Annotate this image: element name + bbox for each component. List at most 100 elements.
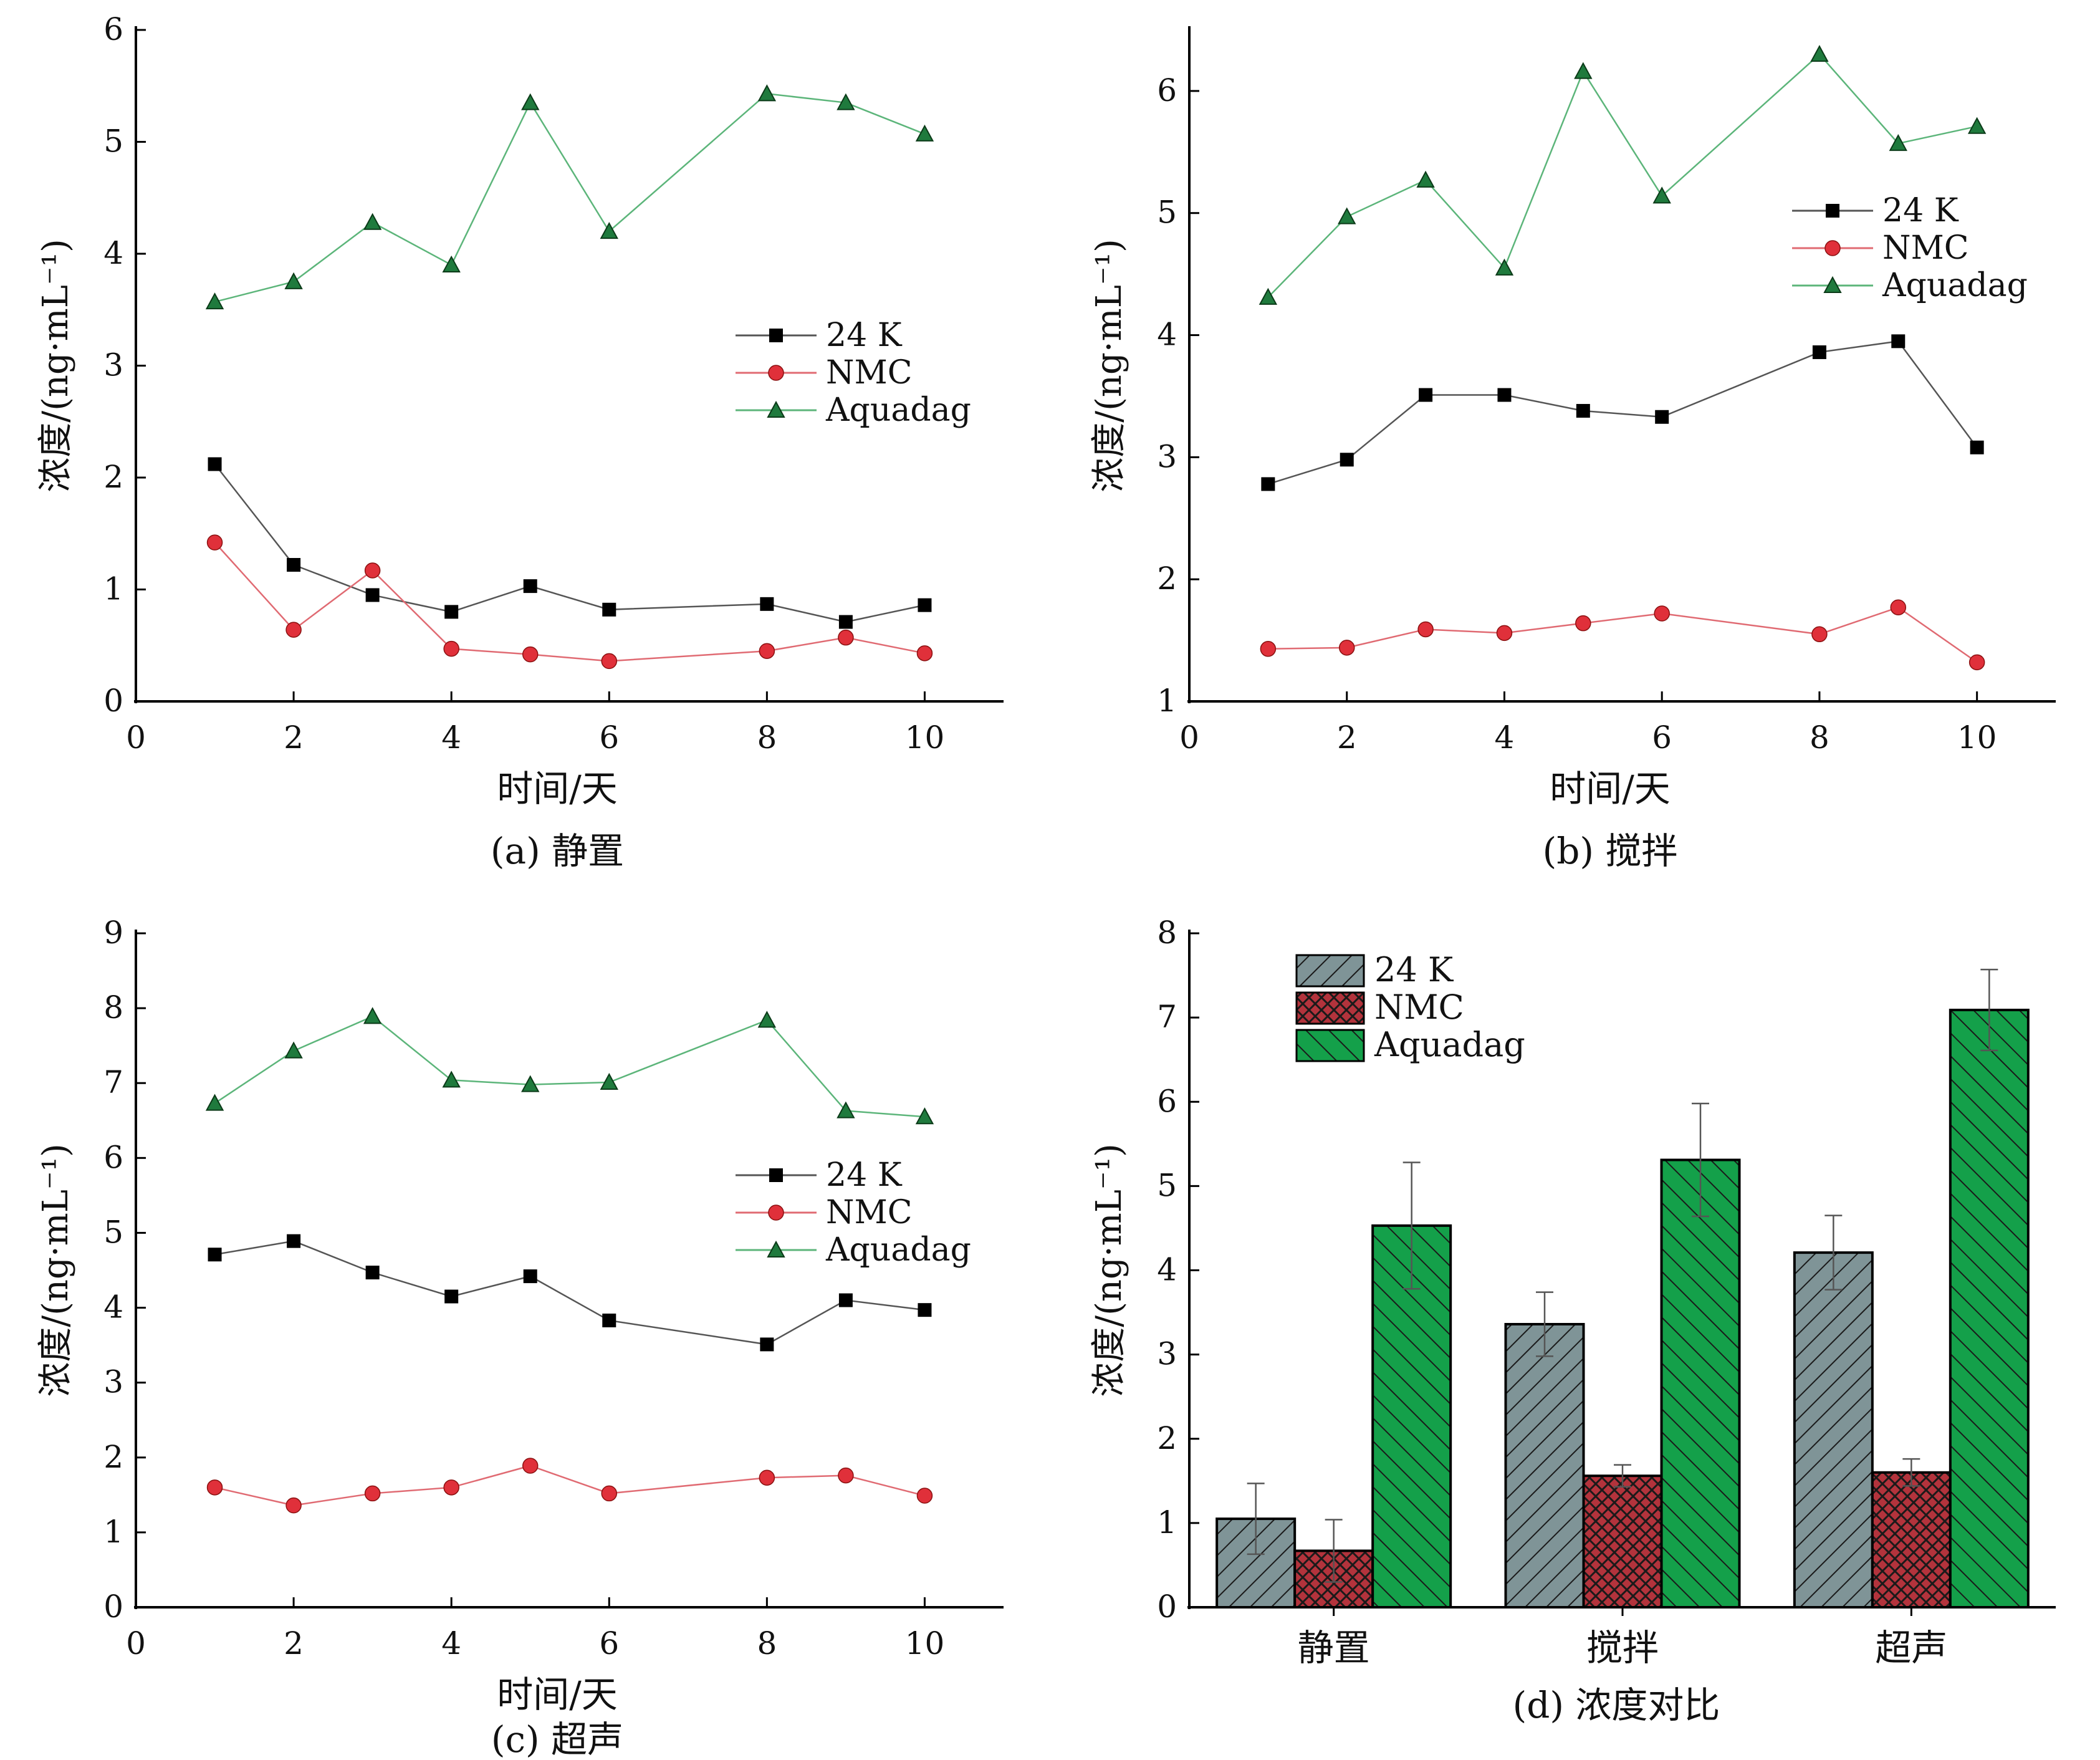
series-line-aquadag <box>214 93 925 303</box>
data-point <box>364 1485 381 1502</box>
data-point <box>285 1497 302 1514</box>
data-point <box>208 457 222 471</box>
legend-label: Aquadag <box>825 1231 971 1269</box>
bar-aquadag <box>1371 1224 1452 1609</box>
x-tick-label: 6 <box>1652 719 1672 756</box>
data-point <box>363 1007 382 1024</box>
y-tick-label: 2 <box>1157 1420 1177 1456</box>
data-point <box>1890 599 1907 615</box>
x-tick-label: 10 <box>905 1625 945 1661</box>
x-tick-label: 0 <box>126 1625 146 1661</box>
x-tick-label: 0 <box>1179 719 1199 756</box>
data-point <box>757 1011 777 1028</box>
data-point <box>284 272 303 289</box>
y-tick-label: 7 <box>103 1064 123 1100</box>
y-tick-label: 5 <box>103 1214 123 1250</box>
data-point <box>918 598 932 612</box>
y-axis-label: 浓度/(ng·mL⁻¹) <box>36 239 76 493</box>
y-tick-label: 9 <box>103 915 123 951</box>
data-point <box>205 292 224 310</box>
error-bar <box>1980 968 1998 1052</box>
legend-label: Aquadag <box>1374 1025 1525 1064</box>
series-line-aquadag <box>214 1015 925 1118</box>
data-point <box>1417 621 1434 638</box>
series-line-24k <box>214 1240 925 1345</box>
legend-label: 24 K <box>826 1157 903 1194</box>
data-point <box>1655 410 1669 424</box>
data-point <box>1811 626 1828 643</box>
bar-24k <box>1793 1251 1874 1609</box>
y-tick-label: 3 <box>1157 1336 1177 1372</box>
data-point <box>1419 388 1433 402</box>
data-point <box>1889 134 1907 151</box>
data-point <box>443 1479 459 1496</box>
x-tick-label: 8 <box>757 1625 777 1661</box>
x-tick-label: 搅拌 <box>1586 1627 1659 1669</box>
data-point <box>601 1485 618 1502</box>
x-axis-label: 时间/天 <box>1550 767 1671 810</box>
data-point <box>365 1266 380 1280</box>
data-point <box>915 124 934 142</box>
bar-nmc <box>1582 1474 1663 1609</box>
y-axis-label: 浓度/(ng·mL⁻¹) <box>1089 1143 1129 1397</box>
legend-label: 24 K <box>1374 950 1454 989</box>
data-point <box>206 534 223 551</box>
data-point <box>1891 334 1906 349</box>
data-point <box>760 1337 774 1352</box>
x-tick-label: 10 <box>1957 719 1997 756</box>
y-axis-label: 浓度/(ng·mL⁻¹) <box>1089 239 1129 493</box>
data-point <box>1260 641 1277 657</box>
data-point <box>838 1293 853 1307</box>
panel-caption: (b) 搅拌 <box>1543 830 1678 872</box>
legend-marker <box>1824 240 1841 256</box>
series-line-nmc <box>1268 606 1978 663</box>
data-point <box>757 84 777 102</box>
data-point <box>1416 170 1435 188</box>
legend-label: NMC <box>1374 988 1464 1027</box>
error-bar <box>1325 1519 1343 1583</box>
data-point <box>364 562 381 579</box>
x-axis-label: 时间/天 <box>497 767 618 810</box>
data-point <box>760 597 774 611</box>
y-tick-label: 1 <box>103 1514 123 1550</box>
legend-marker <box>767 400 785 418</box>
y-tick-label: 0 <box>1157 1589 1177 1625</box>
data-point <box>838 615 853 629</box>
data-point <box>838 629 854 646</box>
y-tick-label: 0 <box>103 1589 123 1625</box>
data-point <box>285 622 302 638</box>
y-tick-label: 6 <box>103 1139 123 1175</box>
legend-swatch <box>1295 1029 1365 1062</box>
data-point <box>602 602 616 617</box>
data-point <box>1338 207 1356 224</box>
x-tick-label: 6 <box>599 1625 619 1661</box>
data-point <box>1497 388 1512 402</box>
y-tick-label: 3 <box>1157 438 1177 474</box>
data-point <box>1261 477 1275 491</box>
y-tick-label: 4 <box>103 1289 123 1325</box>
series-line-nmc <box>214 542 925 662</box>
legend-label: Aquadag <box>825 392 971 429</box>
data-point <box>522 646 539 663</box>
x-tick-label: 6 <box>599 719 619 756</box>
error-bar <box>1902 1458 1920 1487</box>
data-point <box>600 222 618 239</box>
data-point <box>1496 625 1513 642</box>
data-point <box>1967 117 1987 134</box>
data-point <box>1654 605 1670 622</box>
legend-swatch <box>1295 954 1365 988</box>
panel-caption: (d) 浓度对比 <box>1513 1684 1720 1726</box>
legend-marker <box>1823 276 1842 293</box>
data-point <box>916 645 933 661</box>
data-point <box>444 1289 459 1304</box>
data-point <box>600 1072 618 1090</box>
y-tick-label: 2 <box>103 1439 123 1475</box>
y-tick-label: 0 <box>103 683 123 719</box>
